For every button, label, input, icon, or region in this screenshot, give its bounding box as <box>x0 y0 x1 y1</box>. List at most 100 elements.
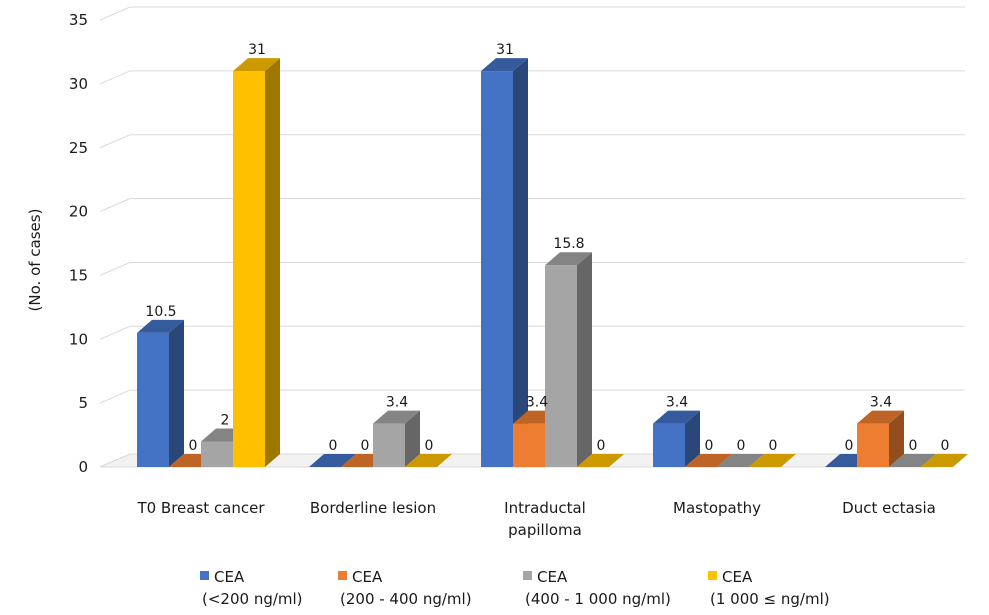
bar <box>653 410 700 467</box>
data-label: 0 <box>425 438 434 454</box>
data-label: 3.4 <box>870 395 892 411</box>
bar <box>717 454 764 467</box>
bar <box>749 454 796 467</box>
bar <box>545 252 592 467</box>
legend-item: CEA (400 - 1 000 ng/ml) <box>523 568 671 608</box>
category-label-line: Mastopathy <box>673 499 761 517</box>
bar-front <box>513 423 545 467</box>
legend-item: CEA (1 000 ≤ ng/ml) <box>708 568 830 608</box>
bar-side <box>577 252 592 467</box>
bar-front <box>137 332 169 467</box>
bar-front <box>201 441 233 467</box>
data-label: 10.5 <box>145 304 176 320</box>
category-labels: T0 Breast cancer Borderline lesion Intradu… <box>136 499 935 539</box>
gridline-side <box>99 389 131 404</box>
bar <box>889 454 936 467</box>
y-tick-label: 35 <box>69 11 88 29</box>
category-label-line: papilloma <box>508 521 582 539</box>
data-label: 3.4 <box>386 395 408 411</box>
gridline-side <box>99 6 131 21</box>
bar-top <box>577 454 624 467</box>
legend-label-line: CEA <box>537 568 568 586</box>
bar-front <box>481 71 513 467</box>
bar-top <box>653 410 700 424</box>
bar-top <box>921 454 968 467</box>
legend-label-line: CEA <box>352 568 383 586</box>
gridline-side <box>99 325 131 340</box>
bar-top <box>309 454 356 467</box>
bar-top <box>889 454 936 467</box>
legend-swatch <box>338 571 347 580</box>
category-label: Mastopathy <box>673 499 761 517</box>
bar-front <box>545 265 577 467</box>
bar-front <box>857 423 889 467</box>
bar <box>405 454 452 467</box>
legend-label: CEA (<200 ng/ml) <box>202 568 303 608</box>
legend-label: CEA (400 - 1 000 ng/ml) <box>525 568 671 608</box>
category-label-line: Borderline lesion <box>310 499 436 517</box>
bar-top <box>749 454 796 467</box>
data-label: 3.4 <box>666 395 688 411</box>
bar <box>857 410 904 467</box>
legend: CEA (<200 ng/ml) CEA (200 - 400 ng/ml) CEA (4… <box>200 568 830 608</box>
bar-side <box>265 58 280 467</box>
data-label: 0 <box>705 438 714 454</box>
bar-front <box>233 71 265 467</box>
bar <box>481 58 528 467</box>
gridline-side <box>99 134 131 149</box>
y-tick-label: 10 <box>69 330 88 348</box>
bar <box>577 454 624 467</box>
bar-top <box>137 319 184 333</box>
category-label: Intraductal papilloma <box>504 499 586 539</box>
legend-label-line: (<200 ng/ml) <box>202 590 303 608</box>
legend-label: CEA (200 - 400 ng/ml) <box>340 568 472 608</box>
bar-top <box>545 252 592 266</box>
category-label-line: Duct ectasia <box>842 499 936 517</box>
bar-top <box>373 410 420 424</box>
bar-front <box>653 423 685 467</box>
data-label: 0 <box>189 438 198 454</box>
legend-label-line: (400 - 1 000 ng/ml) <box>525 590 671 608</box>
bar-side <box>685 410 700 467</box>
y-tick-label: 15 <box>69 266 88 284</box>
legend-label-line: CEA <box>214 568 245 586</box>
bar-side <box>513 58 528 467</box>
data-labels-layer: 10.5 0 2 31 0 0 3.4 0 31 3.4 15.8 0 3.4 0 0 0 0 3.4 0 0 <box>145 42 949 454</box>
data-label: 0 <box>769 438 778 454</box>
legend-swatch <box>200 571 209 580</box>
gridline-side <box>99 261 131 276</box>
gridline-side <box>99 198 131 213</box>
bar <box>233 58 280 467</box>
bar-top <box>481 58 528 72</box>
data-label: 0 <box>941 438 950 454</box>
bar-side <box>169 319 184 467</box>
category-label-line: Intraductal <box>504 499 586 517</box>
data-label: 0 <box>361 438 370 454</box>
category-label-line: T0 Breast cancer <box>136 499 265 517</box>
y-tick-label: 0 <box>78 458 88 476</box>
y-tick-label: 30 <box>69 75 88 93</box>
bar <box>373 410 420 467</box>
legend-label-line: CEA <box>722 568 753 586</box>
category-label: Borderline lesion <box>310 499 436 517</box>
data-label: 2 <box>221 412 230 428</box>
bar-top <box>717 454 764 467</box>
bar-top <box>685 454 732 467</box>
data-label: 3.4 <box>526 395 548 411</box>
bar-top <box>405 454 452 467</box>
bar-side <box>405 410 420 467</box>
y-axis-ticks: 0 5 10 15 20 25 30 35 <box>69 11 88 476</box>
y-axis-title: (No. of cases) <box>26 209 44 312</box>
bar <box>137 319 184 467</box>
legend-label-line: (1 000 ≤ ng/ml) <box>710 590 830 608</box>
data-label: 0 <box>737 438 746 454</box>
bar <box>921 454 968 467</box>
bars-layer <box>137 58 968 467</box>
data-label: 15.8 <box>553 236 584 252</box>
data-label: 0 <box>909 438 918 454</box>
bar-front <box>373 423 405 467</box>
data-label: 0 <box>597 438 606 454</box>
gridline-side <box>99 70 131 85</box>
